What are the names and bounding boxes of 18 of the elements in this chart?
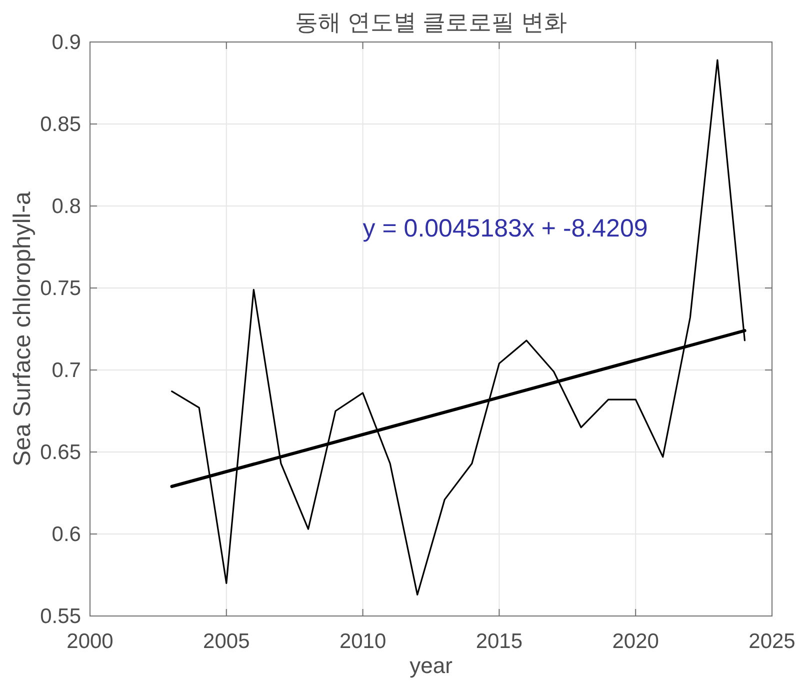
- x-tick-label: 2000: [66, 630, 114, 653]
- y-tick-label: 0.6: [52, 523, 81, 546]
- y-tick-label: 0.55: [40, 605, 81, 628]
- x-tick-label: 2010: [339, 630, 386, 653]
- y-tick-label: 0.75: [40, 277, 81, 300]
- y-tick-label: 0.7: [52, 359, 81, 382]
- chart-title: 동해 연도별 클로로필 변화: [294, 9, 568, 35]
- y-axis-title: Sea Surface chlorophyll-a: [9, 190, 36, 466]
- x-tick-label: 2015: [476, 630, 523, 653]
- x-tick-label: 2005: [203, 630, 250, 653]
- x-tick-label: 2025: [748, 630, 796, 653]
- y-tick-label: 0.65: [40, 441, 81, 464]
- y-tick-label: 0.85: [40, 113, 81, 136]
- x-tick-label: 2020: [612, 630, 659, 653]
- y-tick-label: 0.9: [52, 31, 81, 54]
- annotation: y = 0.0045183x + -8.4209: [362, 214, 648, 242]
- x-axis-title: year: [410, 653, 452, 678]
- y-tick-label: 0.8: [52, 195, 81, 218]
